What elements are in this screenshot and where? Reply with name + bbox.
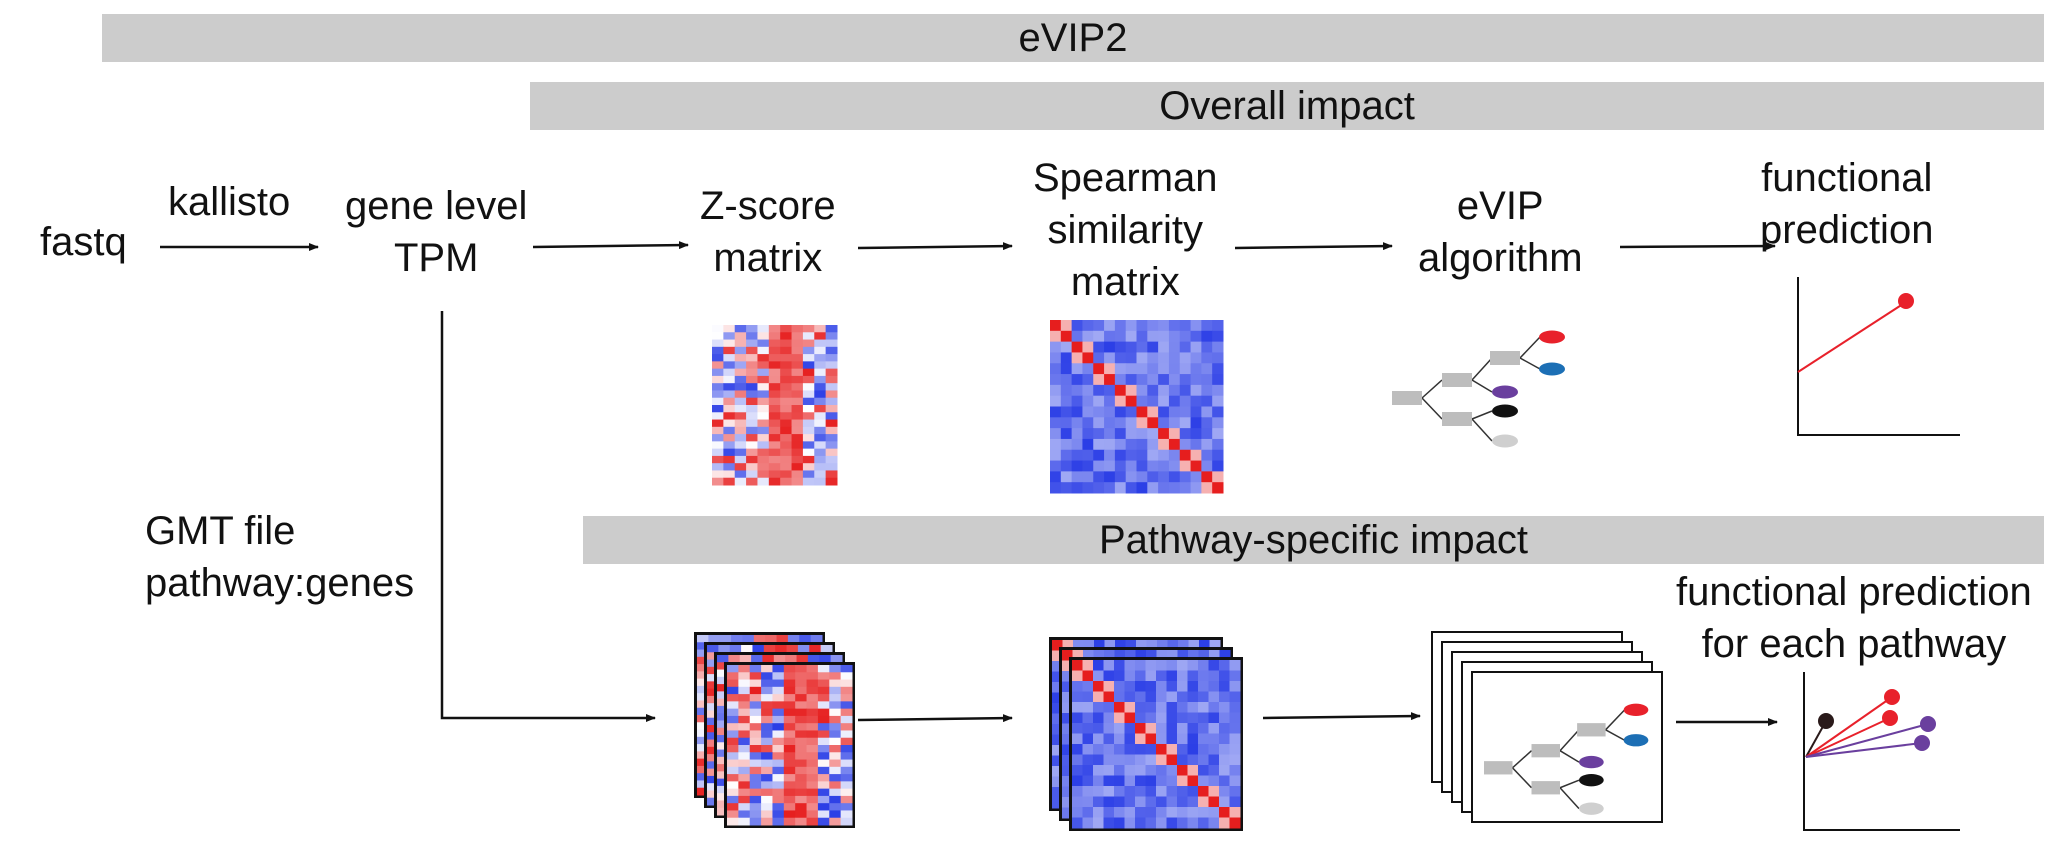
- spearman-heatmap-layer: [1072, 660, 1241, 829]
- zscore-heatmap-icon: [712, 325, 838, 486]
- overall-impact-bar: Overall impact: [530, 82, 2044, 130]
- zscore-heatmap-stack-icon: [694, 632, 855, 828]
- fastq-label: fastq: [40, 220, 127, 264]
- evip2-title-bar: eVIP2: [102, 14, 2044, 62]
- evip-tree-icon: [1392, 330, 1565, 448]
- spearman-heatmap-stack-icon: [1049, 637, 1243, 831]
- functional-prediction-pathway-label: functional prediction for each pathway: [1676, 570, 2032, 666]
- pathway-impact-bar: Pathway-specific impact: [583, 516, 2044, 564]
- flow-arrow: [1234, 242, 1393, 251]
- spearman-heatmap-icon: [1050, 320, 1224, 494]
- pathway-prediction-plot-icon: [1803, 672, 1960, 831]
- evip-algorithm-label: eVIP algorithm: [1418, 184, 1583, 280]
- flow-arrow: [857, 714, 1013, 723]
- flow-arrow: [532, 241, 689, 250]
- functional-prediction-label: functional prediction: [1760, 156, 1934, 252]
- flow-arrow: [1619, 242, 1776, 251]
- evip-tree-icon: [1484, 703, 1649, 815]
- flow-arrow: [857, 242, 1013, 251]
- pathway-impact-title: Pathway-specific impact: [1098, 517, 1529, 562]
- kallisto-label: kallisto: [168, 180, 291, 224]
- evip2-title: eVIP2: [1018, 15, 1128, 60]
- flow-arrow: [1262, 712, 1421, 721]
- evip-tree-stack-icon: [1431, 631, 1663, 823]
- zscore-heatmap-layer: [727, 665, 853, 826]
- prediction-plot-icon: [1797, 277, 1960, 436]
- gmt-file-label: GMT file pathway:genes: [145, 509, 415, 605]
- zscore-matrix-label: Z-score matrix: [700, 184, 836, 280]
- gmt-connector-arrow: [440, 311, 656, 722]
- spearman-similarity-label: Spearman similarity matrix: [1033, 156, 1218, 304]
- gene-level-tpm-label: gene level TPM: [345, 184, 528, 280]
- overall-impact-title: Overall impact: [1159, 83, 1415, 128]
